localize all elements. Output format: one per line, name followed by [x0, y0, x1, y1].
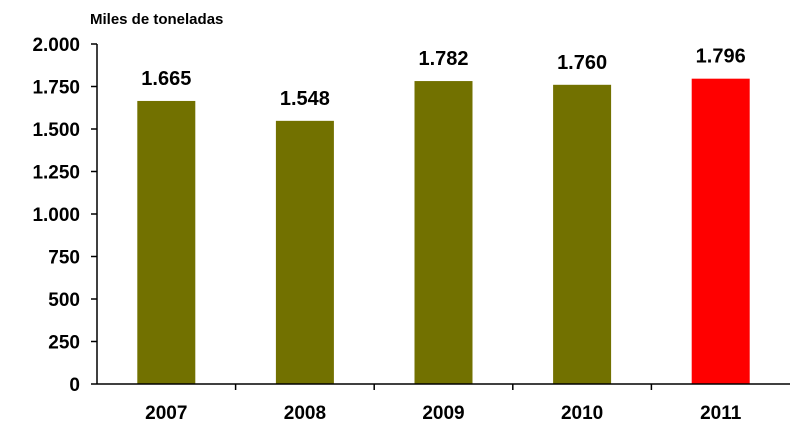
bar: [553, 84, 612, 385]
data-label: 1.760: [557, 52, 607, 74]
y-tick-label: 250: [48, 333, 80, 354]
y-tick-label: 2.000: [32, 35, 80, 56]
x-tick-label: 2008: [284, 403, 326, 424]
bar: [691, 78, 750, 385]
y-tick-label: 500: [48, 290, 80, 311]
x-tick-label: 2011: [700, 403, 742, 424]
y-tick-label: 1.750: [32, 78, 80, 99]
bars: [137, 78, 750, 385]
unit-label: Miles de toneladas: [90, 11, 223, 28]
y-axis-ticks: 0 250 500 750 1.000 1.250 1.500 1.750 2.000: [32, 35, 97, 396]
data-label: 1.782: [418, 48, 468, 70]
y-tick-label: 750: [48, 248, 80, 269]
data-label: 1.796: [696, 46, 746, 68]
bar: [275, 120, 334, 384]
x-axis-ticks: 2007 2008 2009 2010 2011: [145, 384, 742, 424]
y-tick-label: 1.250: [32, 163, 80, 184]
data-label: 1.548: [280, 88, 330, 110]
x-tick-label: 2007: [145, 403, 187, 424]
y-tick-label: 1.000: [32, 205, 80, 226]
bar: [137, 100, 196, 384]
data-label: 1.665: [141, 68, 191, 90]
x-tick-label: 2009: [422, 403, 464, 424]
y-tick-label: 0: [69, 375, 80, 396]
x-tick-label: 2010: [561, 403, 603, 424]
bar: [414, 81, 473, 384]
y-tick-label: 1.500: [32, 120, 80, 141]
data-labels: 1.665 1.548 1.782 1.760 1.796: [141, 46, 745, 110]
